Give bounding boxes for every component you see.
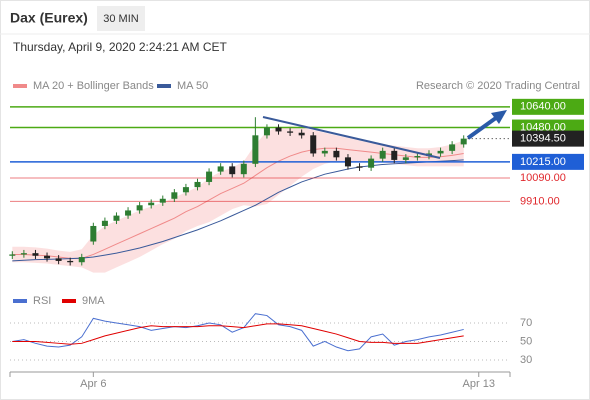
candle-body (321, 150, 328, 154)
candle-body (449, 144, 456, 151)
candle-body (379, 150, 386, 159)
y-tick-label: 70 (520, 317, 532, 329)
candle-body (368, 158, 375, 168)
level-tag (512, 130, 584, 147)
level-tag (512, 98, 584, 115)
indicator-line (12, 323, 464, 345)
moving-average (12, 159, 464, 262)
arrow-shaft (466, 113, 502, 140)
candle-body (391, 150, 398, 160)
indicator-line (12, 313, 464, 352)
candle-body (310, 135, 317, 154)
legend-label: RSI (33, 295, 51, 307)
candle-body (275, 127, 282, 132)
y-tick-label: 30 (520, 354, 532, 366)
instrument-title: Dax (Eurex) (10, 10, 88, 26)
legend-swatch (157, 84, 171, 88)
candle-body (437, 150, 444, 154)
candle-body (171, 192, 178, 199)
candle-body (159, 198, 166, 203)
level-label: 10090.00 (520, 172, 566, 184)
candle-body (44, 255, 51, 259)
candle-body (101, 220, 108, 226)
candle-body (32, 253, 39, 256)
candle-body (287, 131, 294, 133)
candle-body (20, 253, 27, 255)
trend-line (262, 116, 441, 159)
candle-body (125, 210, 132, 216)
candle-body (148, 202, 155, 206)
candle-body (298, 132, 305, 136)
candle-body (90, 225, 97, 242)
x-tick-label: Apr 6 (80, 378, 106, 390)
candle-body (67, 260, 74, 263)
candle-body (333, 150, 340, 158)
timestamp: Thursday, April 9, 2020 2:24:21 AM CET (13, 40, 228, 54)
candle-body (252, 135, 259, 164)
candle-body (78, 257, 85, 263)
credit: Research © 2020 Trading Central (416, 80, 580, 92)
candle-body (182, 187, 189, 193)
x-tick-label: Apr 13 (463, 378, 495, 390)
candle-body (229, 166, 236, 175)
candle-body (55, 258, 62, 261)
level-label: 10640.00 (520, 101, 566, 113)
legend-swatch (62, 299, 76, 303)
candle-body (414, 156, 421, 158)
moving-average (12, 147, 464, 259)
candle-body (113, 215, 120, 221)
level-label: 10480.00 (520, 121, 566, 133)
legend-label: MA 20 + Bollinger Bands (33, 80, 154, 92)
candle-body (217, 166, 224, 172)
candle-body (194, 181, 201, 188)
plot: MA 20 + Bollinger Bands MA 50 10640.00 1048… (9, 80, 584, 390)
legend-label: 9MA (82, 295, 105, 307)
candle-body (402, 157, 409, 160)
interval-label[interactable]: 30 MIN (103, 13, 139, 25)
candle-body (263, 127, 270, 136)
interval-chip[interactable] (97, 6, 145, 31)
arrow-head (491, 110, 507, 124)
y-tick-label: 50 (520, 335, 532, 347)
level-label: 10215.00 (520, 156, 566, 168)
bollinger-band (12, 126, 464, 273)
level-label: 9910.00 (520, 195, 560, 207)
candle-body (240, 163, 247, 175)
legend-swatch (13, 299, 27, 303)
candle-body (356, 166, 363, 168)
candle-body (136, 205, 143, 211)
legend-label: MA 50 (177, 80, 208, 92)
candle-body (460, 138, 467, 145)
level-tag (512, 153, 584, 170)
legend-swatch (13, 84, 27, 88)
candle-body (344, 157, 351, 167)
candle-body (9, 254, 16, 256)
level-label: 10394.50 (520, 133, 566, 145)
candle-body (206, 171, 213, 182)
